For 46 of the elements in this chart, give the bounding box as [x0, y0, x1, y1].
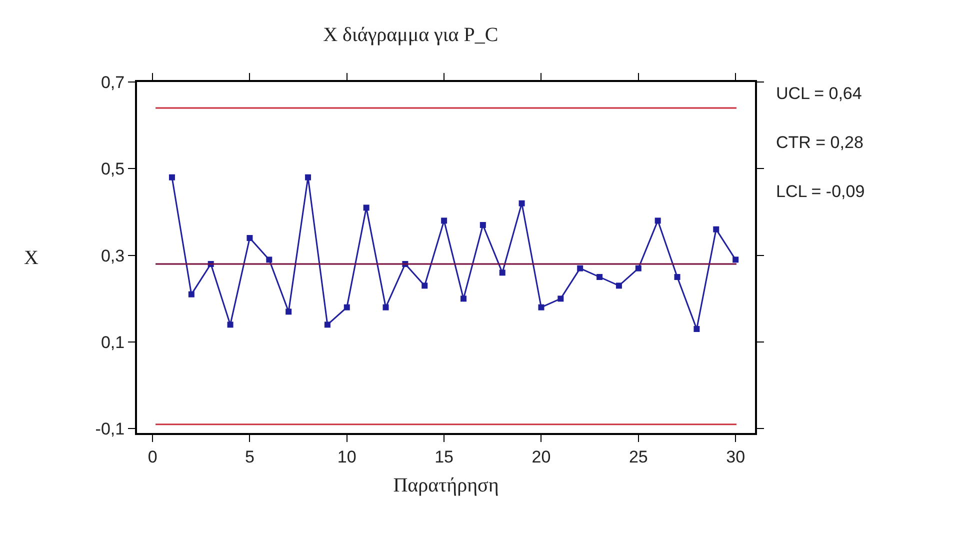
x-tick-label: 15: [434, 447, 454, 466]
point: [168, 174, 175, 180]
text: UCL = 0,64: [776, 84, 862, 103]
y-tick-label: -0,1: [95, 420, 125, 439]
point: [713, 226, 720, 232]
point: [246, 235, 253, 241]
x-tick-label: 10: [337, 447, 356, 466]
x-axis-title: Παρατήρηση: [393, 474, 499, 496]
x-tick-label: 25: [628, 447, 648, 466]
point: [460, 296, 466, 302]
point: [286, 308, 292, 315]
point: [363, 204, 370, 211]
point: [694, 326, 700, 332]
point: [616, 282, 622, 289]
y-tick-label: 0,5: [100, 160, 125, 179]
point: [480, 222, 486, 228]
y-axis-title: X: [24, 247, 39, 269]
point: [635, 265, 642, 272]
point: [324, 322, 330, 328]
chart-title: X διάγραμμα για P_C: [323, 24, 498, 46]
point: [305, 174, 312, 180]
point: [518, 200, 525, 206]
point: [538, 304, 544, 310]
text: CTR = 0,28: [776, 133, 864, 152]
text: LCL = -0,09: [776, 182, 865, 201]
point: [382, 304, 389, 310]
point: [227, 322, 234, 328]
point: [732, 256, 739, 263]
x-tick-label: 0: [148, 447, 158, 466]
point: [674, 274, 680, 280]
y-tick-label: 0,1: [100, 332, 125, 352]
y-tick-label: 0,7: [100, 72, 125, 92]
point: [577, 265, 584, 272]
x-tick-label: 5: [244, 447, 254, 466]
point: [188, 291, 194, 298]
x-tick-label: 20: [532, 447, 551, 466]
point: [499, 270, 506, 276]
y-tick-label: 0,3: [100, 246, 125, 266]
point: [422, 282, 428, 289]
point: [344, 304, 350, 310]
x-tick-label: 30: [726, 447, 746, 466]
point: [654, 218, 661, 224]
point: [596, 274, 603, 280]
point: [558, 296, 564, 302]
point: [441, 218, 448, 224]
point: [266, 256, 272, 263]
